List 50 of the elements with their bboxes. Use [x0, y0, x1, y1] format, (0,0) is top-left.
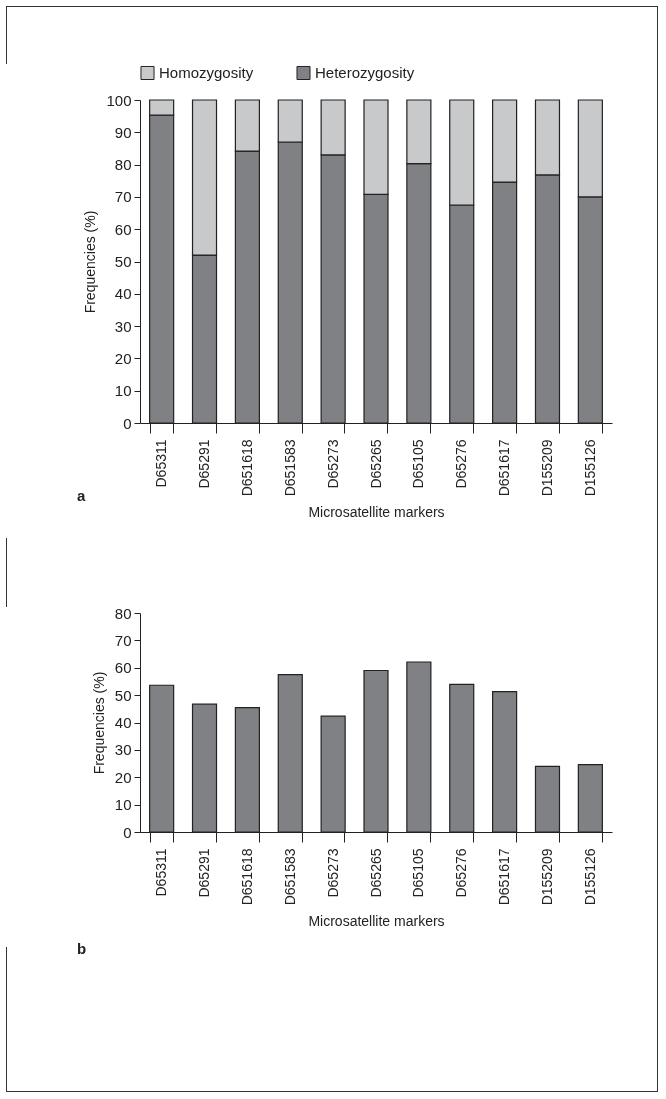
y-tick-label: 60 — [114, 659, 132, 677]
y-tick-label: 60 — [114, 220, 132, 238]
y-tick-label: 90 — [114, 123, 132, 141]
y-axis-title: Frequencies (%) — [90, 671, 107, 775]
y-tick-label: 100 — [106, 91, 132, 109]
x-tick-label: D651618 — [238, 439, 255, 497]
x-tick-label: D65273 — [324, 439, 341, 489]
y-tick-label: 10 — [114, 796, 132, 814]
x-tick-label: D65265 — [367, 439, 384, 489]
x-tick-label: D65105 — [410, 848, 427, 898]
y-tick-label: 40 — [114, 714, 132, 731]
y-tick-label: 10 — [114, 382, 132, 400]
x-axis-title: Microsatellite markers — [308, 913, 445, 930]
x-tick-label: D65311 — [153, 439, 170, 488]
x-tick-label: D651618 — [238, 848, 255, 906]
x-tick-label: D65276 — [453, 439, 470, 489]
text: a — [77, 487, 86, 504]
y-tick-label: 0 — [123, 414, 132, 432]
x-tick-label: D65105 — [410, 439, 427, 489]
y-tick-label: 50 — [114, 686, 132, 704]
x-tick-label: D65273 — [324, 848, 341, 898]
x-tick-label: D155209 — [538, 848, 555, 906]
x-axis-title: Microsatellite markers — [308, 504, 445, 521]
y-tick-label: 70 — [114, 631, 132, 649]
y-tick-label: 70 — [114, 188, 132, 206]
legend-label: Heterozygosity — [315, 63, 415, 81]
legend-label: Homozygosity — [159, 63, 254, 81]
y-tick-label: 40 — [114, 285, 132, 303]
y-tick-label: 80 — [114, 156, 132, 174]
y-tick-label: 20 — [114, 349, 132, 367]
x-tick-label: D651583 — [281, 439, 298, 497]
x-tick-label: D155126 — [581, 439, 598, 497]
y-tick-label: 50 — [114, 253, 132, 270]
x-tick-label: D65276 — [453, 848, 470, 898]
y-tick-label: 0 — [123, 823, 132, 841]
x-tick-label: D155126 — [581, 848, 598, 906]
x-tick-label: D651583 — [281, 848, 298, 906]
x-tick-label: D651617 — [496, 439, 513, 497]
x-tick-label: D651617 — [496, 848, 513, 906]
y-tick-label: 30 — [114, 741, 132, 759]
y-tick-label: 20 — [114, 768, 132, 786]
text: b — [77, 940, 87, 957]
x-tick-label: D155209 — [538, 439, 555, 497]
y-tick-label: 30 — [114, 317, 132, 335]
x-tick-label: D65311 — [153, 848, 170, 897]
x-tick-label: D65291 — [196, 848, 213, 898]
y-tick-label: 80 — [114, 604, 132, 622]
y-axis-title: Frequencies (%) — [82, 210, 99, 314]
x-tick-label: D65265 — [367, 848, 384, 898]
x-tick-label: D65291 — [196, 439, 213, 489]
